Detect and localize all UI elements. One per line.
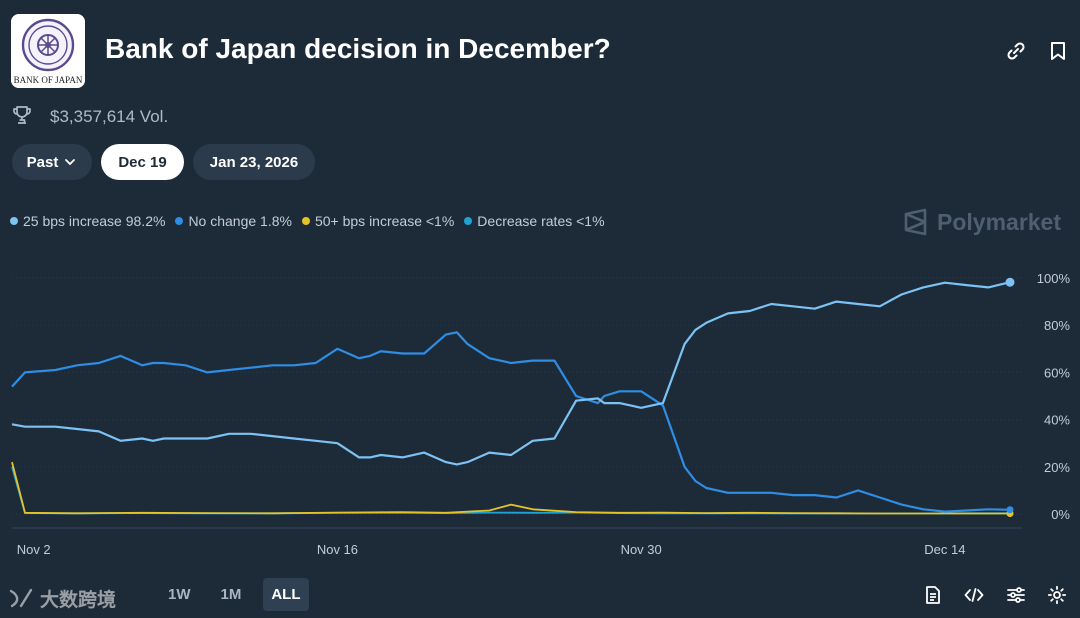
past-label: Past	[26, 153, 59, 171]
document-icon[interactable]	[923, 585, 943, 605]
legend-item: No change 1.8%	[175, 213, 292, 229]
legend-dot	[301, 217, 310, 225]
sliders-icon[interactable]	[1006, 585, 1026, 605]
page-title: Bank of Japan decision in December?	[105, 33, 611, 64]
y-tick-label: 60%	[1044, 365, 1070, 380]
gear-icon[interactable]	[1047, 585, 1067, 605]
x-tick-label: Nov 30	[621, 542, 662, 557]
legend-label: 50+ bps increase <1%	[314, 213, 455, 229]
date-chip-jan-23[interactable]: Jan 23, 2026	[193, 144, 315, 180]
date-chip-label: Jan 23, 2026	[209, 153, 299, 171]
y-tick-label: 0%	[1051, 507, 1070, 522]
series-line-50-bps-increase	[11, 461, 1010, 515]
y-tick-label: 100%	[1037, 271, 1071, 286]
range-1m-button[interactable]: 1M	[220, 586, 242, 603]
logo-text: BANK OF JAPAN	[14, 75, 83, 85]
range-selector: 1W 1M ALL	[14, 578, 309, 611]
watermark-text: 大数跨境	[40, 589, 117, 611]
volume-text: $3,357,614 Vol.	[50, 107, 169, 126]
chevron-down-icon	[65, 159, 76, 166]
legend-dot	[10, 217, 18, 225]
x-tick-label: Nov 16	[317, 542, 358, 557]
series-end-point	[1005, 277, 1015, 287]
volume-row: $3,357,614 Vol.	[12, 105, 169, 130]
polymarket-logo-icon	[904, 208, 927, 236]
legend-item: 25 bps increase 98.2%	[10, 213, 165, 229]
y-tick-label: 40%	[1044, 413, 1070, 428]
date-chip-dec-19[interactable]: Dec 19	[101, 144, 184, 180]
polymarket-brand: Polymarket	[903, 206, 1061, 238]
legend-item: Decrease rates <1%	[464, 213, 605, 229]
watermark: 大数跨境	[8, 585, 116, 611]
brand-name: Polymarket	[937, 208, 1062, 235]
bank-of-japan-logo: BANK OF JAPAN	[11, 14, 85, 88]
series-line-no-change	[11, 331, 1011, 513]
chart-legend: 25 bps increase 98.2% No change 1.8% 50+…	[10, 211, 605, 231]
y-tick-label: 20%	[1044, 460, 1070, 475]
range-1w-button[interactable]: 1W	[168, 586, 191, 603]
legend-label: 25 bps increase 98.2%	[23, 213, 166, 229]
legend-dot	[464, 217, 473, 225]
range-all-button[interactable]: ALL	[263, 578, 309, 611]
trophy-icon	[12, 105, 32, 130]
past-dropdown[interactable]: Past	[12, 144, 92, 180]
legend-label: No change 1.8%	[188, 213, 292, 229]
bank-seal-icon: BANK OF JAPAN	[11, 14, 85, 88]
legend-item: 50+ bps increase <1%	[301, 213, 455, 229]
bookmark-icon[interactable]	[1047, 40, 1069, 62]
series-line-25-bps-increase	[11, 281, 1011, 466]
link-icon[interactable]	[1005, 40, 1027, 62]
probability-chart: 100% 80% 60% 40% 20% 0% Nov 2 Nov 16 Nov 30 Dec 1…	[11, 271, 1071, 557]
y-tick-label: 80%	[1044, 318, 1070, 333]
x-tick-label: Dec 14	[924, 542, 965, 557]
series-end-point	[1006, 506, 1014, 514]
legend-dot	[175, 217, 184, 225]
date-chip-label: Dec 19	[118, 153, 167, 171]
code-icon[interactable]	[964, 585, 984, 605]
legend-label: Decrease rates <1%	[477, 213, 605, 229]
watermark-logo-icon	[9, 588, 33, 608]
x-tick-label: Nov 2	[17, 542, 51, 557]
